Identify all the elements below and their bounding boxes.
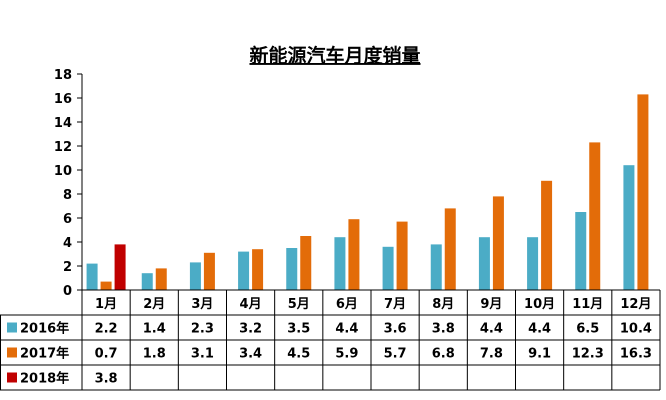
data-label: 2.2	[95, 322, 118, 337]
y-tick-label: 10	[54, 164, 72, 179]
y-tick-label: 4	[63, 236, 72, 251]
x-tick-label: 6月	[336, 297, 358, 312]
bar	[100, 281, 112, 290]
data-label: 3.8	[432, 322, 455, 337]
data-label: 2.3	[191, 322, 214, 337]
bar	[478, 237, 490, 290]
y-tick-label: 8	[63, 188, 72, 203]
bar	[286, 248, 298, 290]
data-label: 3.8	[95, 372, 118, 387]
bar	[238, 251, 250, 290]
x-tick-label: 12月	[620, 297, 651, 312]
data-label: 1.4	[143, 322, 166, 337]
x-tick-label: 10月	[524, 297, 555, 312]
data-label: 3.2	[239, 322, 262, 337]
y-tick-label: 2	[63, 260, 72, 275]
x-tick-label: 4月	[240, 297, 262, 312]
data-label: 16.3	[620, 347, 652, 362]
bar	[334, 237, 346, 290]
bar	[348, 219, 360, 290]
data-label: 3.5	[287, 322, 310, 337]
y-tick-label: 14	[54, 116, 72, 131]
y-tick-label: 18	[54, 68, 72, 83]
bar	[114, 244, 126, 290]
data-table: 1月 2月 3月 4月 5月 6月 7月 8月 9月 10月 11月 12月 2016年 2.2 1.4 2.…	[0, 289, 661, 391]
data-label: 4.5	[287, 347, 310, 362]
bar	[430, 244, 442, 290]
bar	[492, 196, 504, 290]
bar	[155, 268, 167, 290]
bar	[623, 165, 635, 290]
y-tick-label: 0	[63, 284, 72, 299]
x-tick-label: 8月	[432, 297, 454, 312]
bar	[541, 180, 553, 290]
axes: 0 2 4 6 8 10 12 14 16 18	[54, 68, 83, 299]
data-label: 1.8	[143, 347, 166, 362]
y-tick-label: 16	[54, 92, 72, 107]
data-label: 3.1	[191, 347, 214, 362]
chart-title: 新能源汽车月度销量	[249, 44, 420, 67]
x-tick-label: 5月	[288, 297, 310, 312]
x-tick-label: 11月	[572, 297, 603, 312]
bar	[300, 236, 312, 290]
data-label: 3.6	[384, 322, 407, 337]
bars	[86, 94, 649, 291]
bar	[527, 237, 539, 290]
legend-swatch	[7, 372, 17, 383]
bar	[86, 263, 98, 290]
x-tick-label: 2月	[143, 297, 165, 312]
y-tick-label: 12	[54, 140, 72, 155]
data-label: 3.4	[239, 347, 262, 362]
bar	[382, 246, 394, 290]
bar	[444, 208, 456, 290]
data-label: 5.7	[384, 347, 407, 362]
data-label: 0.7	[95, 347, 118, 362]
x-tick-label: 3月	[191, 297, 213, 312]
data-label: 4.4	[480, 322, 503, 337]
x-tick-label: 7月	[384, 297, 406, 312]
bar	[589, 142, 601, 290]
data-label: 5.9	[335, 347, 358, 362]
data-label: 7.8	[480, 347, 503, 362]
legend-label: 2018年	[20, 371, 69, 387]
legend-label: 2017年	[20, 346, 69, 362]
data-label: 9.1	[528, 347, 551, 362]
data-label: 4.4	[335, 322, 358, 337]
bar	[203, 252, 215, 290]
data-label: 10.4	[620, 322, 652, 337]
bar	[396, 221, 408, 290]
bar	[637, 94, 649, 291]
legend-label: 2016年	[20, 321, 69, 337]
bar	[575, 212, 587, 290]
data-label: 12.3	[572, 347, 604, 362]
y-tick-label: 6	[63, 212, 72, 227]
legend-swatch	[7, 322, 17, 333]
x-tick-label: 1月	[95, 297, 117, 312]
bar	[189, 262, 201, 290]
legend-swatch	[7, 347, 17, 358]
bar	[141, 273, 153, 290]
bar	[252, 249, 264, 290]
x-tick-label: 9月	[480, 297, 502, 312]
data-label: 4.4	[528, 322, 551, 337]
data-label: 6.5	[576, 322, 599, 337]
data-label: 6.8	[432, 347, 455, 362]
